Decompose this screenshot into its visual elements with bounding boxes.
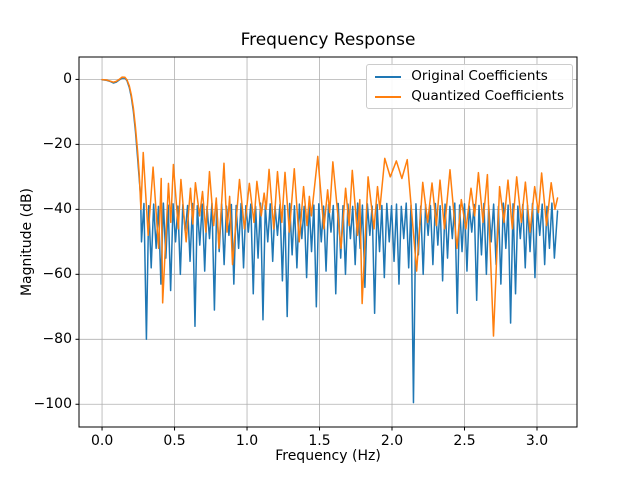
chart-title: Frequency Response bbox=[240, 30, 416, 50]
x-tick-label: 1.0 bbox=[235, 433, 259, 449]
x-tick-label: 2.0 bbox=[380, 433, 404, 449]
x-tick-label: 1.5 bbox=[308, 433, 331, 449]
x-tick-label: 0.5 bbox=[163, 433, 186, 449]
series-line-1 bbox=[101, 76, 559, 337]
x-axis-label: Frequency (Hz) bbox=[275, 448, 381, 464]
legend-line-swatch-quantized bbox=[375, 95, 402, 98]
legend-label-quantized: Quantized Coefficients bbox=[411, 88, 564, 104]
y-tick-label: −60 bbox=[42, 266, 72, 283]
y-tick-label: −20 bbox=[42, 136, 72, 153]
x-tick-label: 3.0 bbox=[525, 433, 549, 449]
y-tick-label: −40 bbox=[42, 201, 72, 218]
legend: Original Coefficients Quantized Coeffici… bbox=[366, 64, 573, 109]
legend-line-swatch-original bbox=[375, 75, 402, 78]
plot-border bbox=[78, 56, 578, 428]
y-tick-label: 0 bbox=[63, 71, 72, 88]
y-tick-label: −100 bbox=[33, 396, 72, 413]
x-tick-label: 2.5 bbox=[453, 433, 476, 449]
legend-label-original: Original Coefficients bbox=[411, 68, 548, 84]
y-tick-label: −80 bbox=[42, 331, 72, 348]
legend-item-original: Original Coefficients bbox=[375, 69, 564, 84]
x-tick-label: 0.0 bbox=[90, 433, 114, 449]
legend-item-quantized: Quantized Coefficients bbox=[375, 89, 564, 104]
